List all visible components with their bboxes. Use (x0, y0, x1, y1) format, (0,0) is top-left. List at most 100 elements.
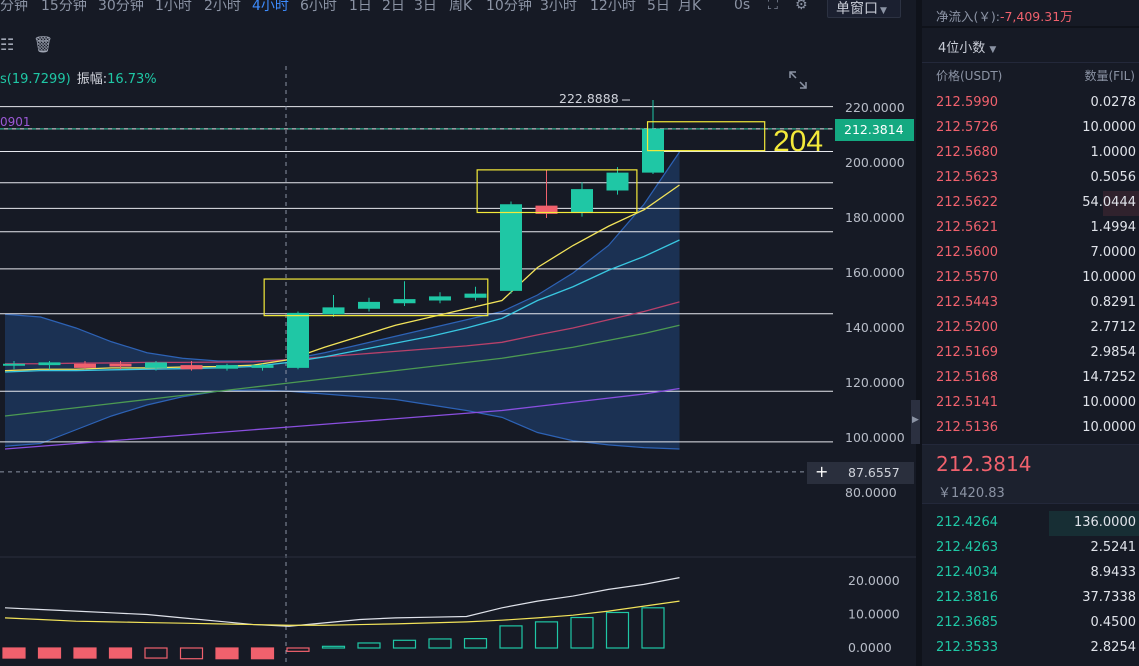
panel-splitter[interactable] (916, 0, 922, 666)
timeframe-tab[interactable]: 分钟 (0, 0, 28, 14)
bid-row[interactable]: 212.4264 136.0000 (922, 511, 1139, 536)
timeframe-tab[interactable]: 1小时 (155, 0, 192, 14)
crosshair-price: 87.6557 (848, 465, 900, 480)
ask-row[interactable]: 212.5200 2.7712 (922, 316, 1139, 341)
bid-row[interactable]: 212.3533 2.8254 (922, 636, 1139, 661)
qty-column-header: 数量(FIL) (1084, 69, 1136, 83)
bid-price: 212.4263 (936, 540, 999, 555)
macd-bar (499, 625, 523, 649)
timeframe-tab[interactable]: 5日 (647, 0, 670, 14)
ask-row[interactable]: 212.5168 14.7252 (922, 366, 1139, 391)
ask-price: 212.5141 (936, 395, 999, 410)
price-axis-tick: 100.0000 (845, 430, 905, 445)
ask-row[interactable]: 212.5600 7.0000 (922, 241, 1139, 266)
timeframe-tab[interactable]: 周K (449, 0, 473, 14)
macd-bar (108, 647, 133, 659)
ask-qty: 2.7712 (1090, 320, 1137, 335)
current-price-tag: 212.3814 (835, 119, 914, 141)
ask-row[interactable]: 212.5623 0.5056 (922, 166, 1139, 191)
ask-row[interactable]: 212.5622 54.0444 (922, 191, 1139, 216)
timeframe-tab[interactable]: 1日 (349, 0, 372, 14)
draw-tool-icon[interactable]: ☷ (0, 35, 15, 54)
precision-select[interactable]: 4位小数 ▼ (938, 37, 996, 56)
bid-qty: 136.0000 (1073, 515, 1136, 530)
ask-row[interactable]: 212.5141 10.0000 (922, 391, 1139, 416)
ask-price: 212.5990 (936, 95, 999, 110)
candle-body (429, 296, 451, 301)
fullscreen-icon[interactable]: ⛶ (768, 0, 778, 13)
ask-row[interactable]: 212.5621 1.4994 (922, 216, 1139, 241)
candle-body (180, 365, 203, 370)
candle-body (109, 363, 132, 367)
price-axis-tick: 80.0000 (845, 485, 897, 500)
collapse-panel-icon[interactable]: ▶ (911, 400, 920, 444)
ask-row[interactable]: 212.5570 10.0000 (922, 266, 1139, 291)
candle-body (38, 362, 61, 366)
candle-body (358, 301, 380, 309)
timeframe-tab[interactable]: 3小时 (540, 0, 577, 14)
candle-body (287, 312, 309, 368)
timeframe-tab[interactable]: 10分钟 (486, 0, 532, 14)
bid-row[interactable]: 212.3816 37.7338 (922, 586, 1139, 611)
ask-qty: 10.0000 (1082, 120, 1136, 135)
chart-area[interactable]: 分钟 15分钟 30分钟 1小时 2小时 4小时 6小时 1日 2日 3日 周K 10分钟 3小时 12小… (0, 0, 916, 666)
timeframe-tab[interactable]: 12小时 (590, 0, 636, 14)
window-mode-select[interactable]: 单窗口 ▼ (827, 0, 901, 18)
bid-price: 212.3533 (936, 640, 999, 655)
ask-qty: 1.0000 (1090, 145, 1137, 160)
plus-icon[interactable]: + (815, 462, 829, 481)
bid-row[interactable]: 212.3685 0.4500 (922, 611, 1139, 636)
ask-row[interactable]: 212.5443 0.8291 (922, 291, 1139, 316)
candle-body (535, 205, 558, 214)
candle-body (145, 362, 167, 368)
ask-qty: 10.0000 (1082, 420, 1136, 435)
timeframe-tab[interactable]: 30分钟 (98, 0, 144, 14)
net-inflow: 净流入(￥):-7,409.31万 (936, 6, 1073, 25)
ask-row[interactable]: 212.5136 10.0000 (922, 416, 1139, 441)
ask-row[interactable]: 212.5680 1.0000 (922, 141, 1139, 166)
settings-icon[interactable]: ⚙ (795, 0, 808, 13)
ask-row[interactable]: 212.5726 10.0000 (922, 116, 1139, 141)
ma-purple-line (4, 387, 680, 450)
amplitude-value: 16.73% (107, 72, 157, 87)
candle-body (3, 363, 25, 366)
bid-row[interactable]: 212.4034 8.9433 (922, 561, 1139, 586)
ask-qty: 54.0444 (1082, 195, 1136, 210)
candle-body (74, 363, 96, 368)
candle-body (500, 204, 522, 291)
macd-dea-line (4, 600, 680, 626)
timeframe-tab[interactable]: 4小时 (252, 0, 289, 14)
ask-row[interactable]: 212.5990 0.0278 (922, 91, 1139, 116)
ask-qty: 2.9854 (1090, 345, 1137, 360)
ask-qty: 0.0278 (1090, 95, 1137, 110)
ask-price: 212.5621 (936, 220, 999, 235)
macd-bar (2, 647, 26, 659)
bid-qty: 37.7338 (1082, 590, 1136, 605)
ask-price: 212.5136 (936, 420, 999, 435)
mid-price: 212.3814 (936, 452, 1032, 476)
timeframe-tab[interactable]: 6小时 (300, 0, 337, 14)
expand-icon[interactable] (787, 69, 809, 91)
macd-bar (463, 638, 488, 649)
macd-bar (570, 616, 594, 649)
sub-axis-tick: 20.0000 (848, 573, 900, 588)
depth-bar (1049, 511, 1139, 536)
bollinger-band (5, 152, 680, 449)
crosshair-price-tag[interactable]: + 87.6557 (807, 462, 914, 484)
seconds-label[interactable]: 0s (734, 0, 751, 13)
trash-icon[interactable]: 🗑 (33, 35, 54, 54)
timeframe-tab[interactable]: 2小时 (204, 0, 241, 14)
timeframe-tab[interactable]: 2日 (382, 0, 405, 14)
window-mode-label: 单窗口 (836, 1, 878, 17)
price-axis-tick: 120.0000 (845, 375, 905, 390)
macd-bar (144, 647, 168, 659)
timeframe-tab[interactable]: 月K (678, 0, 702, 14)
candle-body (251, 365, 274, 368)
bid-row[interactable]: 212.4263 2.5241 (922, 536, 1139, 561)
depth-bar (1103, 191, 1139, 216)
ask-row[interactable]: 212.5169 2.9854 (922, 341, 1139, 366)
candlestick-chart[interactable]: 220.0000 200.0000 180.0000 160.0000 140.0000… (0, 0, 916, 666)
timeframe-tab[interactable]: 15分钟 (41, 0, 87, 14)
divider (922, 62, 1139, 63)
timeframe-tab[interactable]: 3日 (414, 0, 437, 14)
